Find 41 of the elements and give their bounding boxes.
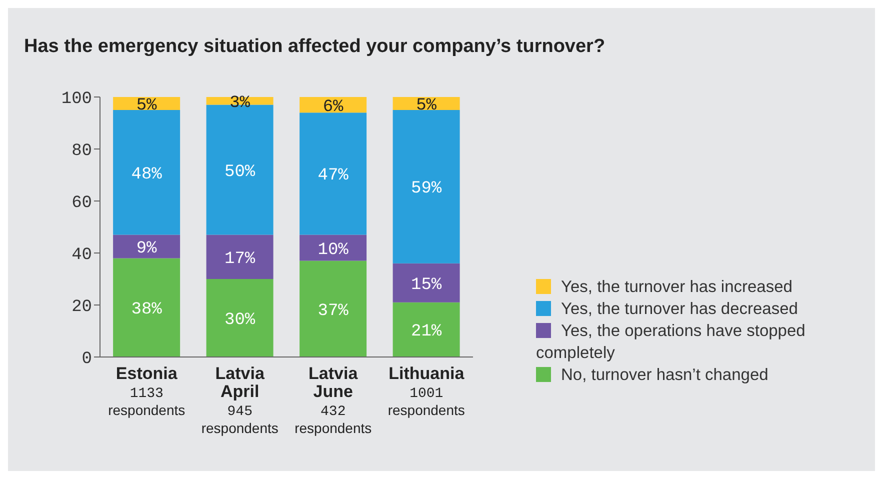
legend-label: Yes, the turnover has decreased [560, 299, 799, 320]
data-label: 17% [224, 250, 256, 269]
data-label: 6% [322, 98, 344, 117]
legend-label: Yes, the turnover has increased [560, 277, 794, 298]
data-label: 48% [131, 165, 163, 184]
data-label: 21% [411, 322, 442, 342]
bar [113, 110, 180, 235]
bar [113, 234, 180, 258]
x-tick-label: Estonia 1133 respondents [108, 364, 186, 418]
bar [206, 279, 274, 357]
data-label: 9% [136, 240, 158, 258]
chart-title: Has the emergency situation affected your company’s turnover? [24, 36, 606, 58]
data-label: 10% [318, 240, 350, 260]
x-tick-label: Latvia June 432 respondents [294, 364, 372, 436]
data-label: 37% [318, 302, 350, 321]
bar [300, 112, 367, 235]
x-tick-label: Lithuania 1001 respondents [388, 364, 465, 418]
data-label: 15% [411, 276, 442, 295]
y-tick-label: 60 [72, 194, 92, 214]
y-tick-label: 40 [72, 246, 92, 266]
bar [113, 258, 180, 357]
legend-label: No, turnover hasn’t changed [560, 365, 770, 386]
data-label: 50% [224, 162, 256, 182]
bar [392, 263, 460, 302]
legend-label: Yes, the operations have stopped completely [536, 321, 806, 364]
data-label: 47% [318, 166, 350, 186]
x-tick-label: Latvia April 945 respondents [201, 364, 278, 436]
data-label: 30% [224, 311, 256, 330]
y-tick-label: 100 [61, 90, 92, 110]
data-label: 5% [416, 96, 438, 116]
y-tick-label: 0 [82, 350, 92, 370]
bar [206, 234, 274, 279]
bar [300, 234, 367, 261]
bar [392, 110, 460, 264]
y-tick-label: 20 [72, 298, 92, 318]
data-label: 59% [411, 180, 442, 199]
data-label: 38% [131, 300, 163, 320]
data-label: 5% [136, 96, 158, 116]
bar [300, 260, 367, 357]
bar [392, 302, 460, 357]
y-tick-label: 80 [72, 142, 92, 162]
